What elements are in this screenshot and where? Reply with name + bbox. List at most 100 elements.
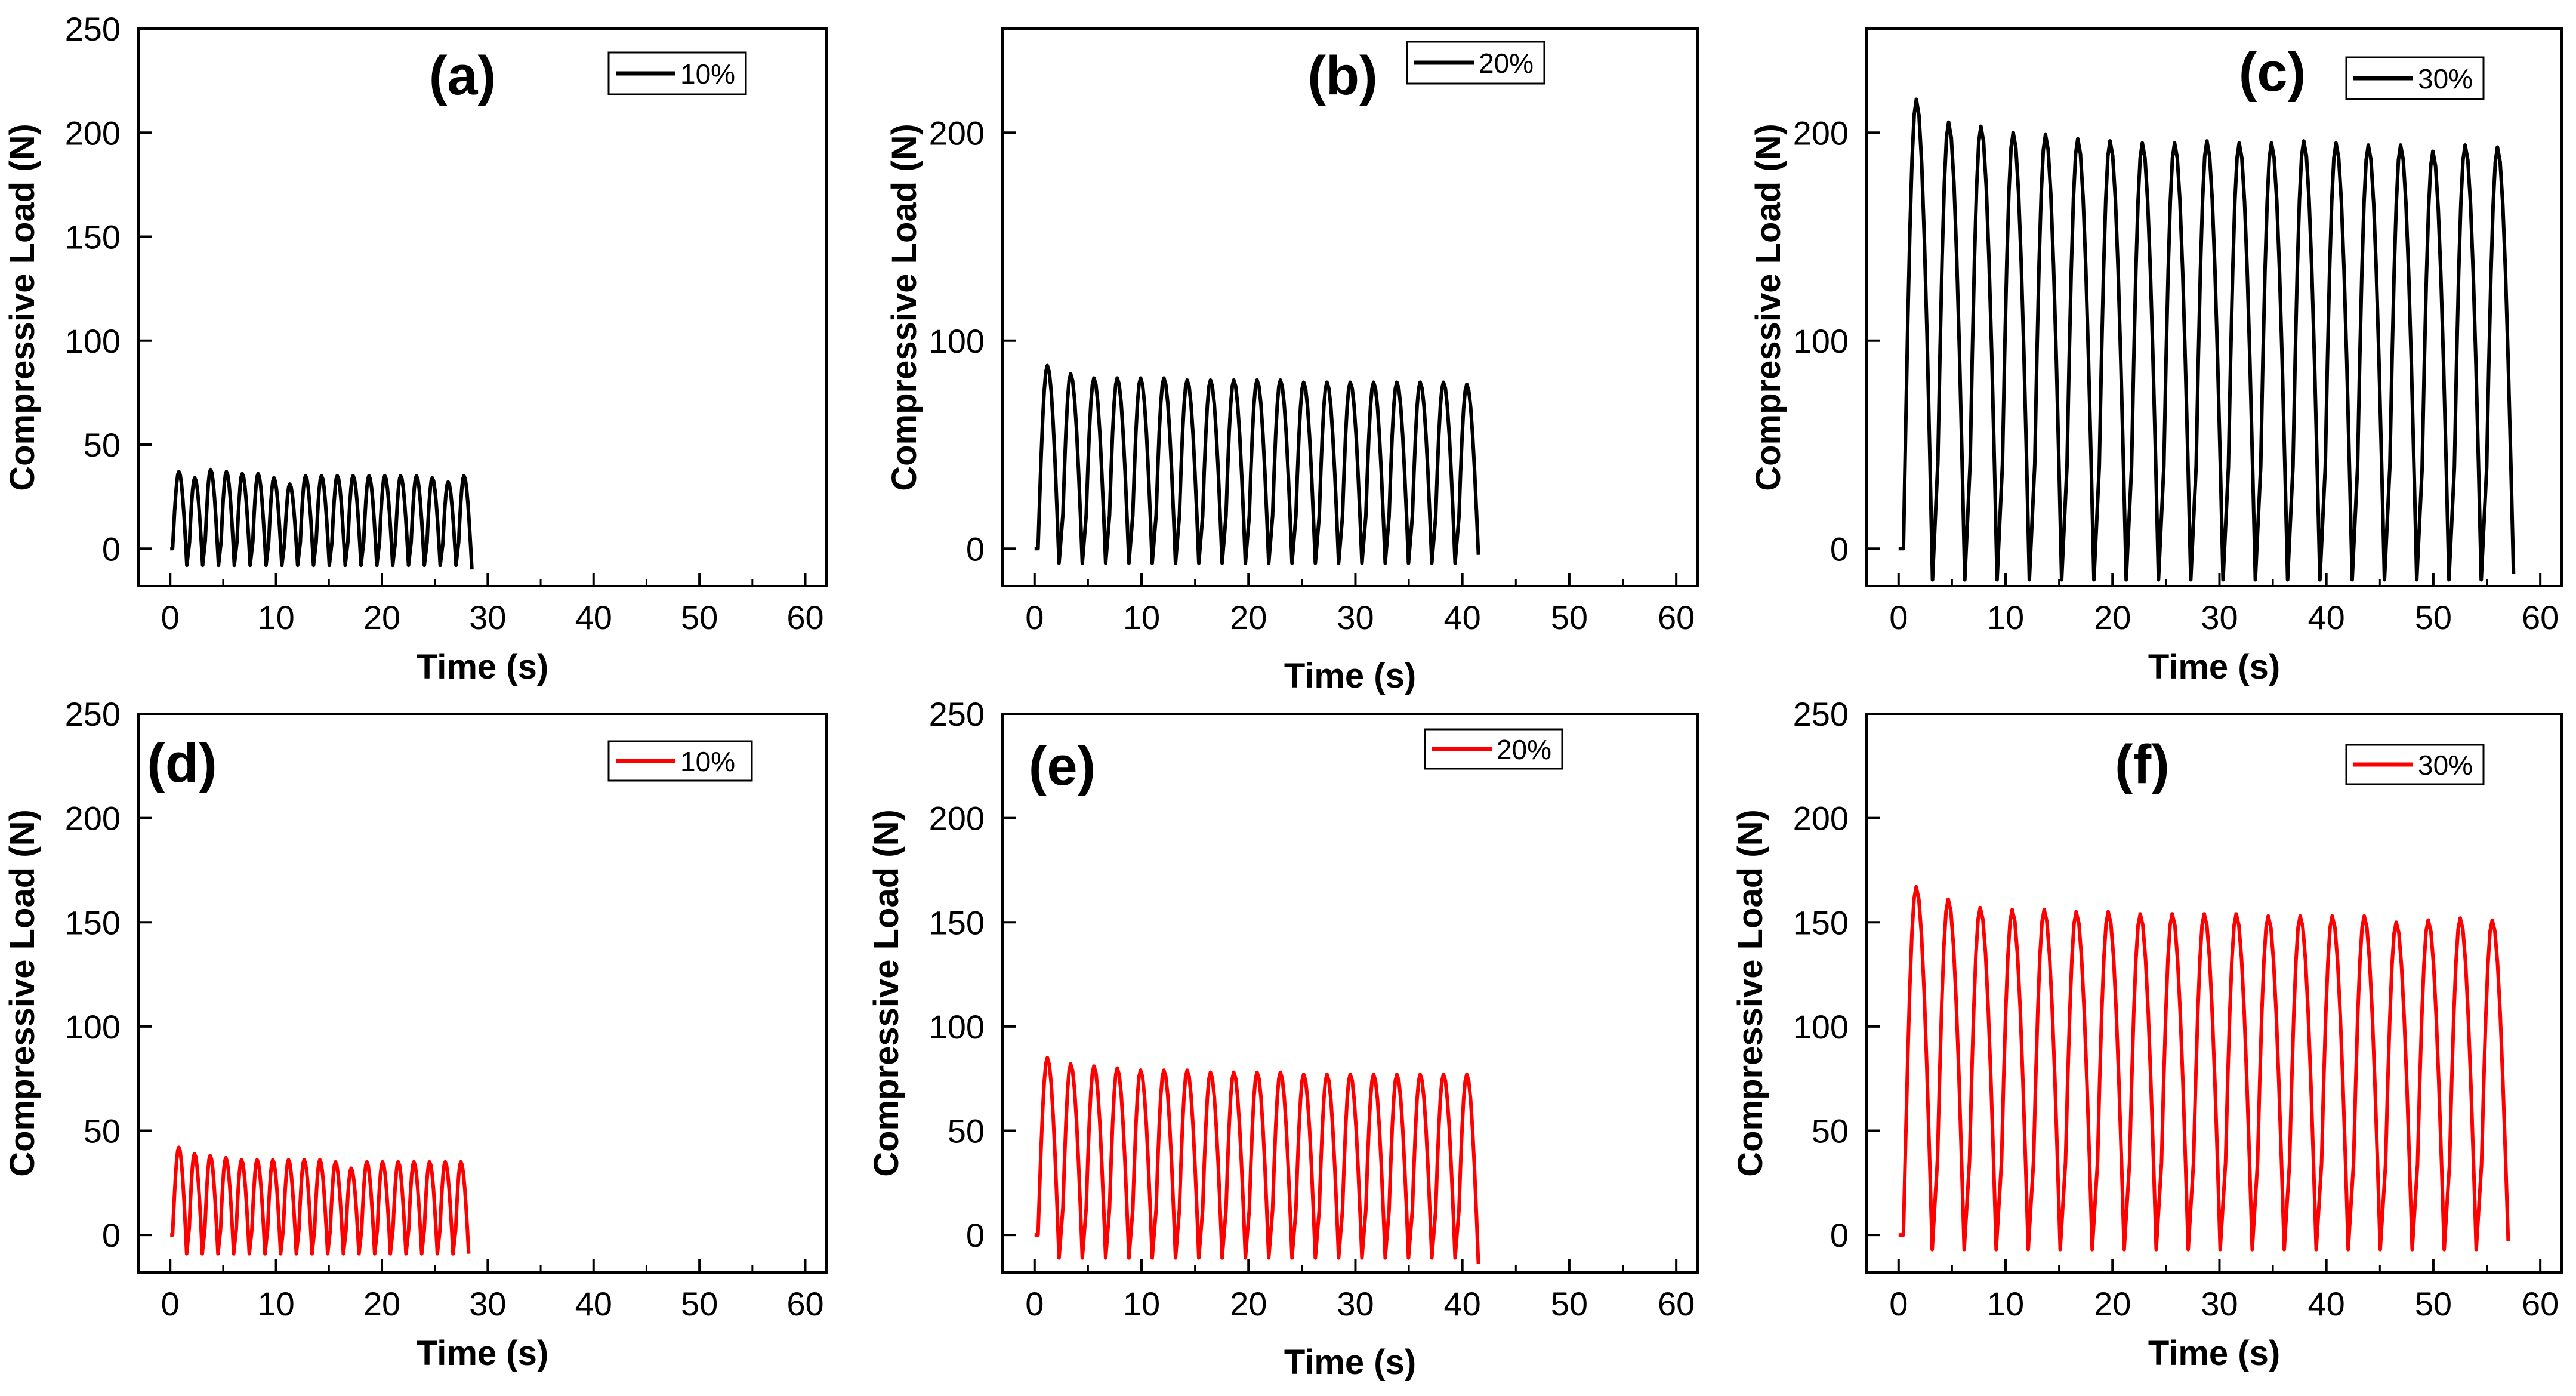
peak-point bbox=[208, 467, 212, 472]
peak-point bbox=[192, 1151, 196, 1155]
panel-b: 0 10 20 30 40 50 60 0 100 200 Time (s) Compressive … bbox=[885, 27, 1699, 695]
plot-frame bbox=[137, 713, 828, 1274]
panel-f: 0 10 20 30 40 50 60 0 50 100 150 200 250 Time (s) Comp… bbox=[1731, 695, 2563, 1373]
x-axis-title: Time (s) bbox=[2148, 648, 2280, 686]
peak-point bbox=[224, 1155, 228, 1160]
peak-point bbox=[1139, 376, 1143, 380]
y-tick-label: 0 bbox=[102, 1216, 121, 1254]
peak-point bbox=[443, 1160, 448, 1164]
load-series-line bbox=[1898, 97, 2516, 582]
y-axis-title: Compressive Load (N) bbox=[867, 809, 906, 1177]
x-tick-label: 20 bbox=[2094, 599, 2131, 636]
x-tick-label: 0 bbox=[1025, 1285, 1044, 1323]
peak-point bbox=[2011, 131, 2015, 135]
peak-point bbox=[1185, 378, 1189, 382]
peak-point bbox=[1325, 380, 1329, 384]
legend: 30% bbox=[2345, 744, 2485, 785]
panel-c: 0 10 20 30 40 50 60 0 100 200 Time (s) Compressive … bbox=[1749, 27, 2563, 686]
x-tick-label: 40 bbox=[2308, 1285, 2345, 1323]
legend-label: 30% bbox=[2418, 63, 2473, 94]
peak-point bbox=[414, 474, 418, 478]
x-tick-label: 30 bbox=[1337, 599, 1374, 636]
peak-point bbox=[1115, 376, 1119, 380]
peak-point bbox=[319, 474, 323, 478]
peak-point bbox=[1301, 380, 1306, 384]
peak-point bbox=[2426, 918, 2430, 922]
peak-point bbox=[2106, 910, 2111, 914]
load-series-line bbox=[170, 1145, 471, 1256]
peak-point bbox=[193, 476, 197, 480]
peak-point bbox=[2495, 145, 2500, 149]
y-tick-label: 200 bbox=[929, 800, 985, 837]
y-tick-label: 50 bbox=[948, 1113, 985, 1150]
load-series-line bbox=[170, 467, 474, 570]
peak-point bbox=[255, 1158, 259, 1162]
peak-point bbox=[239, 1158, 243, 1162]
peak-point bbox=[1232, 1070, 1236, 1074]
peak-point bbox=[1162, 376, 1166, 380]
y-tick-label: 100 bbox=[929, 1008, 985, 1046]
peak-point bbox=[367, 474, 371, 478]
peak-point bbox=[2362, 914, 2367, 918]
peak-point bbox=[1255, 378, 1259, 382]
peak-point bbox=[1325, 1073, 1329, 1077]
x-tick-label: 60 bbox=[2522, 1285, 2559, 1323]
load-series-line bbox=[1898, 885, 2510, 1252]
y-tick-label: 100 bbox=[1793, 1008, 1849, 1046]
peak-point bbox=[462, 474, 466, 478]
y-tick-label: 150 bbox=[65, 904, 121, 941]
x-tick-label: 60 bbox=[1658, 1285, 1695, 1323]
x-tick-label: 0 bbox=[1889, 1285, 1908, 1323]
plot-frame bbox=[1865, 27, 2563, 587]
y-tick-label: 200 bbox=[929, 114, 985, 152]
legend: 10% bbox=[607, 740, 753, 782]
peak-point bbox=[240, 472, 244, 476]
x-tick-label: 20 bbox=[2094, 1285, 2131, 1323]
peak-point bbox=[1395, 1073, 1399, 1077]
y-tick-label: 100 bbox=[929, 322, 985, 360]
x-tick-label: 10 bbox=[1987, 1285, 2024, 1323]
peak-point bbox=[1045, 1056, 1050, 1060]
panel-label: (b) bbox=[1307, 45, 1377, 106]
peak-point bbox=[1045, 363, 1050, 368]
peak-point bbox=[1979, 124, 1983, 128]
peak-point bbox=[2269, 141, 2273, 145]
y-tick-label: 250 bbox=[65, 695, 121, 733]
peak-point bbox=[2173, 141, 2177, 145]
peak-point bbox=[1115, 1066, 1119, 1070]
x-tick-label: 30 bbox=[2201, 1285, 2238, 1323]
peak-point bbox=[1978, 905, 1982, 910]
x-tick-label: 0 bbox=[161, 599, 180, 636]
x-axis-title: Time (s) bbox=[1284, 1343, 1416, 1382]
y-tick-label: 50 bbox=[84, 1113, 121, 1150]
peak-point bbox=[2170, 912, 2174, 916]
legend-label: 30% bbox=[2418, 750, 2473, 781]
panel-label: (f) bbox=[2115, 734, 2170, 795]
peak-point bbox=[459, 1160, 463, 1164]
peak-point bbox=[446, 480, 450, 484]
x-tick-label: 60 bbox=[2522, 599, 2559, 636]
peak-point bbox=[302, 1158, 306, 1162]
peak-point bbox=[2205, 139, 2209, 143]
y-tick-label: 100 bbox=[65, 1008, 121, 1046]
x-axis-title: Time (s) bbox=[417, 1334, 548, 1373]
panel-e: 0 10 20 30 40 50 60 0 50 100 150 200 250 Time (s) Comp… bbox=[867, 695, 1699, 1382]
peak-point bbox=[2366, 143, 2370, 147]
peak-point bbox=[335, 474, 340, 478]
peak-point bbox=[382, 474, 387, 478]
y-tick-label: 200 bbox=[65, 114, 121, 152]
peak-point bbox=[1208, 378, 1213, 382]
peak-point bbox=[1278, 378, 1282, 382]
y-tick-label: 0 bbox=[1830, 1216, 1849, 1254]
legend: 10% bbox=[607, 51, 747, 95]
legend-label: 10% bbox=[680, 746, 735, 777]
peak-point bbox=[430, 476, 434, 480]
x-tick-label: 50 bbox=[1551, 1285, 1588, 1323]
peak-point bbox=[288, 482, 292, 486]
peak-point bbox=[1442, 1073, 1446, 1077]
y-tick-label: 0 bbox=[102, 530, 121, 568]
x-tick-label: 20 bbox=[363, 599, 400, 636]
x-tick-label: 50 bbox=[681, 1285, 718, 1323]
y-tick-label: 200 bbox=[65, 800, 121, 837]
